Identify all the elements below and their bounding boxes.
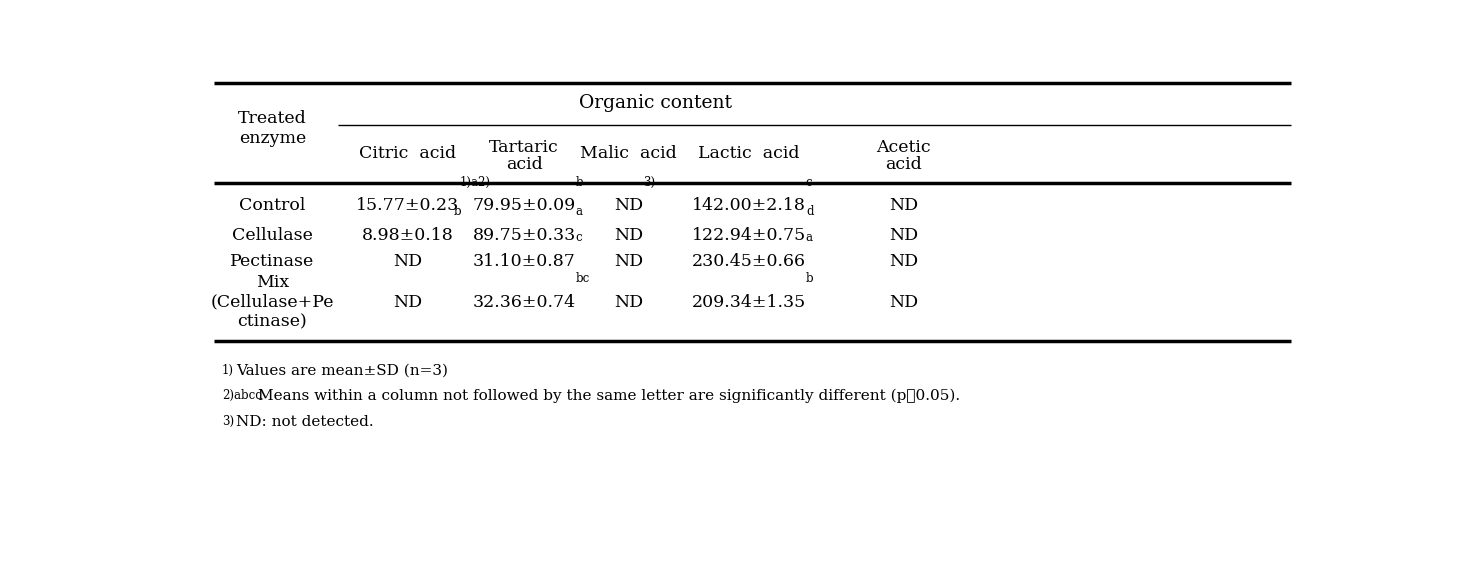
Text: ND: ND: [889, 197, 919, 214]
Text: Organic content: Organic content: [579, 94, 732, 113]
Text: ND: ND: [393, 253, 422, 270]
Text: 2)abcd: 2)abcd: [221, 389, 262, 402]
Text: a: a: [576, 205, 583, 218]
Text: ND: ND: [889, 227, 919, 244]
Text: ND: ND: [614, 227, 643, 244]
Text: a: a: [806, 231, 813, 244]
Text: ND: ND: [889, 294, 919, 311]
Text: Tartaric: Tartaric: [489, 139, 560, 156]
Text: b: b: [454, 205, 461, 218]
Text: Means within a column not followed by the same letter are significantly differen: Means within a column not followed by th…: [258, 389, 960, 404]
Text: 1): 1): [221, 364, 234, 377]
Text: 8.98±0.18: 8.98±0.18: [362, 227, 454, 244]
Text: b: b: [806, 272, 813, 285]
Text: ND: ND: [889, 253, 919, 270]
Text: Values are mean±SD (n=3): Values are mean±SD (n=3): [236, 364, 448, 378]
Text: ND: ND: [614, 197, 643, 214]
Text: 209.34±1.35: 209.34±1.35: [691, 294, 806, 311]
Text: Citric  acid: Citric acid: [359, 145, 457, 162]
Text: acid: acid: [505, 156, 542, 173]
Text: 3): 3): [221, 414, 234, 428]
Text: c: c: [576, 231, 582, 244]
Text: 79.95±0.09: 79.95±0.09: [473, 197, 576, 214]
Text: 31.10±0.87: 31.10±0.87: [473, 253, 576, 270]
Text: Pectinase: Pectinase: [230, 253, 315, 270]
Text: bc: bc: [576, 272, 590, 285]
Text: Acetic: Acetic: [876, 139, 932, 156]
Text: ND: ND: [614, 253, 643, 270]
Text: ND: ND: [393, 294, 422, 311]
Text: 230.45±0.66: 230.45±0.66: [691, 253, 806, 270]
Text: Treated
enzyme: Treated enzyme: [237, 110, 306, 146]
Text: Control: Control: [239, 197, 305, 214]
Text: b: b: [576, 176, 583, 189]
Text: 32.36±0.74: 32.36±0.74: [473, 294, 576, 311]
Text: Malic  acid: Malic acid: [580, 145, 677, 162]
Text: Lactic  acid: Lactic acid: [699, 145, 800, 162]
Text: 122.94±0.75: 122.94±0.75: [691, 227, 806, 244]
Text: d: d: [806, 205, 813, 218]
Text: 142.00±2.18: 142.00±2.18: [691, 197, 806, 214]
Text: 15.77±0.23: 15.77±0.23: [356, 197, 460, 214]
Text: Cellulase: Cellulase: [231, 227, 312, 244]
Text: ND: ND: [614, 294, 643, 311]
Text: 1)a2): 1)a2): [460, 176, 491, 189]
Text: 89.75±0.33: 89.75±0.33: [473, 227, 576, 244]
Text: Mix
(Cellulase+Pe
ctinase): Mix (Cellulase+Pe ctinase): [211, 274, 334, 330]
Text: ND: not detected.: ND: not detected.: [236, 414, 374, 428]
Text: c: c: [806, 176, 813, 189]
Text: acid: acid: [885, 156, 923, 173]
Text: 3): 3): [643, 176, 655, 189]
